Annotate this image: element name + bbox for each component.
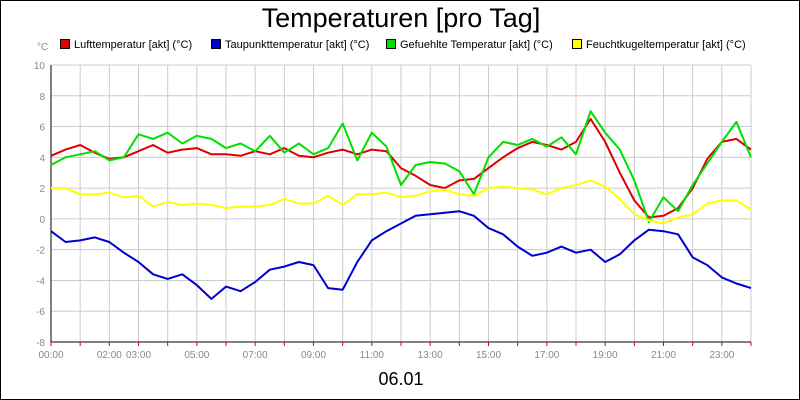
y-tick-label: 10 <box>34 61 46 72</box>
x-tick-label: 03:00 <box>126 350 151 361</box>
legend-swatch-red <box>60 39 70 49</box>
series-line-2 <box>50 210 752 300</box>
legend-swatch-blue <box>211 39 221 49</box>
x-tick-label: 02:00 <box>97 350 122 361</box>
x-tick-label: 19:00 <box>593 350 618 361</box>
x-axis-date-label: 06.01 <box>378 369 424 389</box>
legend-label-feuchtkugeltemperatur: Feuchtkugeltemperatur [akt] (°C) <box>586 39 746 51</box>
legend-label-lufttemperatur: Lufttemperatur [akt] (°C) <box>74 39 193 51</box>
legend-label-taupunkttemperatur: Taupunkttemperatur [akt] (°C) <box>225 39 370 51</box>
legend-item-lufttemperatur: Lufttemperatur [akt] (°C) <box>60 39 192 51</box>
series-line-3 <box>50 110 752 223</box>
y-tick-label: 8 <box>39 92 45 103</box>
y-tick-label: -4 <box>36 276 45 287</box>
y-tick-label: -6 <box>36 307 45 318</box>
x-tick-label: 23:00 <box>709 350 734 361</box>
x-tick-label: 07:00 <box>243 350 268 361</box>
x-tick-label: 21:00 <box>651 350 676 361</box>
x-tick-label: 15:00 <box>476 350 501 361</box>
series-line-1 <box>50 117 752 219</box>
y-axis-unit: °C <box>37 42 49 53</box>
y-tick-label: 6 <box>39 123 45 134</box>
y-tick-label: 4 <box>39 153 45 164</box>
x-tick-label: 05:00 <box>184 350 209 361</box>
y-tick-label: -8 <box>36 338 45 349</box>
x-tick-label: 00:00 <box>38 350 63 361</box>
y-tick-label: -2 <box>36 246 45 257</box>
x-tick-label: 13:00 <box>418 350 443 361</box>
chart-title: Temperaturen [pro Tag] <box>261 3 541 33</box>
legend-label-gefuehlte-temperatur: Gefuehlte Temperatur [akt] (°C) <box>400 39 553 51</box>
x-tick-label: 09:00 <box>301 350 326 361</box>
legend-item-gefuehlte-temperatur: Gefuehlte Temperatur [akt] (°C) <box>386 39 553 51</box>
y-tick-label: 0 <box>39 215 45 226</box>
legend-item-taupunkttemperatur: Taupunkttemperatur [akt] (°C) <box>211 39 369 51</box>
series-line-4 <box>51 179 752 225</box>
x-tick-label: 11:00 <box>360 350 385 361</box>
legend-swatch-green <box>386 39 396 49</box>
legend-item-feuchtkugeltemperatur: Feuchtkugeltemperatur [akt] (°C) <box>572 39 746 51</box>
y-tick-label: 2 <box>39 184 45 195</box>
x-tick-label: 17:00 <box>534 350 559 361</box>
legend-swatch-yellow <box>572 39 582 49</box>
